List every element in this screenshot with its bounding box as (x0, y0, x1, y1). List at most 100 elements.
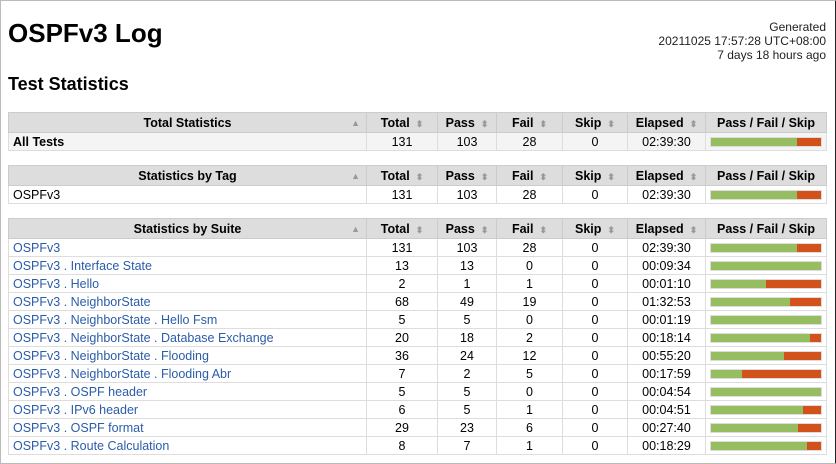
sort-icon: ⬍ (689, 171, 698, 182)
suite-link[interactable]: OSPFv3 . NeighborState . Flooding (13, 348, 209, 363)
sort-header-name[interactable]: Total Statistics ▲︎ (8, 112, 367, 133)
section-title: Test Statistics (8, 74, 129, 94)
total-cell: 6 (366, 400, 438, 419)
sort-header-pass[interactable]: Pass ⬍ (437, 112, 497, 133)
table-row: OSPFv3 131 103 28 0 02:39:30 (8, 238, 827, 257)
name-cell: OSPFv3 (8, 185, 367, 204)
sort-header-fail[interactable]: Fail ⬍ (496, 112, 563, 133)
pass-fail-skip-bar (710, 260, 822, 271)
pass-fail-skip-bar (710, 440, 822, 451)
total-cell: 36 (366, 346, 438, 365)
pass-bar (711, 297, 791, 306)
suite-link[interactable]: OSPFv3 . NeighborState . Flooding Abr (13, 366, 232, 381)
fail-cell: 1 (496, 436, 563, 455)
header-label: Total (380, 115, 410, 130)
table-row: OSPFv3 . NeighborState . Flooding Abr 7 2 5… (8, 364, 827, 383)
suite-link[interactable]: OSPFv3 . NeighborState . Database Exchan… (13, 330, 274, 345)
pass-fail-skip-bar (710, 296, 822, 307)
sort-header-name[interactable]: Statistics by Tag ▲︎ (8, 165, 367, 186)
suite-link[interactable]: OSPFv3 . NeighborState . Hello Fsm (13, 312, 218, 327)
fail-cell: 6 (496, 418, 563, 437)
row-name: All Tests (13, 134, 65, 149)
sort-header-elapsed[interactable]: Elapsed ⬍ (627, 218, 706, 239)
table-row: OSPFv3 . Hello 2 1 1 0 00:01:10 (8, 274, 827, 293)
pass-fail-skip-bar (710, 314, 822, 325)
pass-bar (711, 369, 743, 378)
suite-link[interactable]: OSPFv3 . OSPF header (13, 384, 148, 399)
elapsed-cell: 00:09:34 (627, 256, 706, 275)
sort-icon: ⬍ (607, 118, 615, 129)
graph-cell (705, 256, 827, 275)
suite-link[interactable]: OSPFv3 . Interface State (13, 258, 152, 273)
table-row: OSPFv3 . Route Calculation 8 7 1 0 00:18:29 (8, 436, 827, 455)
pass-bar (711, 137, 798, 146)
pass-bar (711, 315, 821, 324)
pass-fail-skip-bar (710, 278, 822, 289)
pass-fail-skip-bar (710, 422, 822, 433)
sort-header-total[interactable]: Total ⬍ (366, 165, 438, 186)
sort-header-skip[interactable]: Skip ⬍ (562, 218, 628, 239)
header-label: Pass (445, 168, 475, 183)
header-label: Statistics by Tag (138, 168, 237, 183)
tag-statistics-table: Statistics by Tag ▲︎ Total ⬍ Pass ⬍ Fail ⬍ Skip ⬍… (8, 165, 827, 204)
elapsed-cell: 00:27:40 (627, 418, 706, 437)
graph-cell (705, 346, 827, 365)
name-cell: OSPFv3 . NeighborState . Flooding Abr (8, 364, 367, 383)
elapsed-cell: 02:39:30 (627, 132, 706, 151)
graph-cell (705, 274, 827, 293)
pass-fail-skip-bar (710, 136, 822, 147)
sort-header-skip[interactable]: Skip ⬍ (562, 165, 628, 186)
skip-cell: 0 (562, 132, 628, 151)
fail-cell: 28 (496, 185, 563, 204)
generated-label: Generated (769, 20, 826, 34)
suite-link[interactable]: OSPFv3 . IPv6 header (13, 402, 139, 417)
pass-cell: 103 (437, 238, 497, 257)
fail-bar (802, 405, 821, 414)
skip-cell: 0 (562, 310, 628, 329)
skip-cell: 0 (562, 238, 628, 257)
sort-icon: ⬍ (415, 171, 424, 182)
pass-cell: 13 (437, 256, 497, 275)
generated-ago: 7 days 18 hours ago (717, 48, 826, 62)
fail-cell: 2 (496, 328, 563, 347)
sort-icon: ⬍ (689, 118, 698, 129)
sort-header-elapsed[interactable]: Elapsed ⬍ (627, 112, 706, 133)
pass-bar (711, 351, 785, 360)
suite-link[interactable]: OSPFv3 . Hello (13, 276, 100, 291)
fail-cell: 0 (496, 256, 563, 275)
row-name: OSPFv3 (13, 187, 61, 202)
sort-header-elapsed[interactable]: Elapsed ⬍ (627, 165, 706, 186)
total-statistics-table: Total Statistics ▲︎ Total ⬍ Pass ⬍ Fail ⬍ Skip ⬍ E… (8, 112, 827, 151)
fail-cell: 28 (496, 132, 563, 151)
sort-header-total[interactable]: Total ⬍ (366, 112, 438, 133)
sort-header-pass[interactable]: Pass ⬍ (437, 218, 497, 239)
pass-bar (711, 190, 798, 199)
sort-icon: ⬍ (415, 118, 424, 129)
name-cell: OSPFv3 . Route Calculation (8, 436, 367, 455)
name-cell: OSPFv3 . OSPF header (8, 382, 367, 401)
sort-header-fail[interactable]: Fail ⬍ (496, 218, 563, 239)
graph-cell (705, 400, 827, 419)
suite-link[interactable]: OSPFv3 . OSPF format (13, 420, 144, 435)
sort-header-name[interactable]: Statistics by Suite ▲︎ (8, 218, 367, 239)
table-row: OSPFv3 . NeighborState . Hello Fsm 5 5 0 0 00… (8, 310, 827, 329)
header-label: Elapsed (635, 168, 684, 183)
pass-cell: 18 (437, 328, 497, 347)
name-cell: OSPFv3 . Interface State (8, 256, 367, 275)
header-row: Total Statistics ▲︎ Total ⬍ Pass ⬍ Fail ⬍ Skip ⬍ E… (8, 112, 827, 133)
suite-link[interactable]: OSPFv3 . NeighborState (13, 294, 151, 309)
pass-cell: 5 (437, 310, 497, 329)
pass-bar (711, 333, 810, 342)
suite-link[interactable]: OSPFv3 . Route Calculation (13, 438, 170, 453)
header-row: Statistics by Suite ▲︎ Total ⬍ Pass ⬍ Fail ⬍ Ski… (8, 218, 827, 239)
sort-header-pass[interactable]: Pass ⬍ (437, 165, 497, 186)
fail-bar (797, 190, 821, 199)
graph-cell (705, 310, 827, 329)
suite-link[interactable]: OSPFv3 (13, 240, 61, 255)
header-label: Total Statistics (143, 115, 232, 130)
pass-bar (711, 243, 798, 252)
header-label: Fail (511, 168, 534, 183)
sort-header-total[interactable]: Total ⬍ (366, 218, 438, 239)
sort-header-fail[interactable]: Fail ⬍ (496, 165, 563, 186)
sort-header-skip[interactable]: Skip ⬍ (562, 112, 628, 133)
